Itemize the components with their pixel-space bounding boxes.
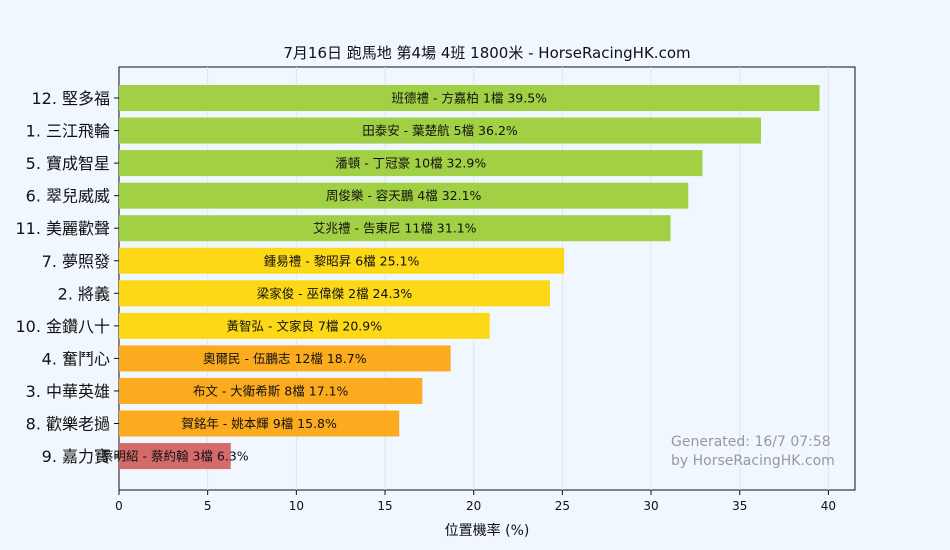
bar-data-label: 田泰安 - 葉楚航 5檔 36.2% <box>362 123 518 138</box>
x-tick-label: 30 <box>643 499 658 513</box>
bar-data-label: 蔡明紹 - 蔡約翰 3檔 6.3% <box>101 449 249 464</box>
x-axis-ticks: 0 5 10 15 20 25 30 35 40 <box>115 490 836 513</box>
x-tick-label: 20 <box>466 499 481 513</box>
bar-data-label: 賀銘年 - 姚本輝 9檔 15.8% <box>181 416 337 431</box>
bar-labels: 班德禮 - 方嘉柏 1檔 39.5% 田泰安 - 葉楚航 5檔 36.2% 潘頓 -… <box>101 91 547 464</box>
watermark-line-2: by HorseRacingHK.com <box>671 453 835 469</box>
bar-data-label: 班德禮 - 方嘉柏 1檔 39.5% <box>391 91 547 106</box>
bar-data-label: 布文 - 大衛希斯 8檔 17.1% <box>193 383 349 398</box>
bar-data-label: 潘頓 - 丁冠豪 10檔 32.9% <box>335 156 486 171</box>
bar <box>119 182 689 209</box>
bar-data-label: 黃智弘 - 文家良 7檔 20.9% <box>227 318 383 333</box>
bars <box>119 85 820 470</box>
y-tick-label: 2. 將義 <box>58 284 110 303</box>
x-tick-label: 15 <box>377 499 392 513</box>
y-tick-label: 6. 翠兒威威 <box>26 187 110 206</box>
x-tick-label: 10 <box>289 499 304 513</box>
bar <box>119 85 820 111</box>
bar <box>119 410 400 437</box>
watermark-line-1: Generated: 16/7 07:58 <box>671 434 831 450</box>
x-tick-label: 25 <box>555 499 570 513</box>
y-tick-label: 12. 堅多福 <box>31 89 110 108</box>
bar <box>119 247 565 274</box>
chart-title: 7月16日 跑馬地 第4場 4班 1800米 - HorseRacingHK.c… <box>283 44 690 62</box>
y-axis-labels: 12. 堅多福 1. 三江飛輪 5. 寶成智星 6. 翠兒威威 11. 美麗歡聲 7. 夢… <box>15 89 119 466</box>
bar <box>119 215 671 242</box>
y-tick-label: 7. 夢照發 <box>42 252 110 271</box>
x-tick-label: 5 <box>204 499 212 513</box>
bar-data-label: 奧爾民 - 伍鵬志 12檔 18.7% <box>203 351 367 366</box>
bar <box>119 280 550 307</box>
y-tick-label: 8. 歡樂老撾 <box>26 415 110 434</box>
x-tick-label: 0 <box>115 499 123 513</box>
y-tick-label: 11. 美麗歡聲 <box>15 219 110 238</box>
x-tick-label: 40 <box>821 499 836 513</box>
bar-data-label: 艾兆禮 - 告東尼 11檔 31.1% <box>313 221 477 236</box>
bar <box>119 377 423 404</box>
y-tick-label: 10. 金鑽八十 <box>15 317 110 336</box>
y-tick-label: 5. 寶成智星 <box>26 154 110 173</box>
y-tick-label: 9. 嘉力寶 <box>42 447 110 466</box>
bar-data-label: 梁家俊 - 巫偉傑 2檔 24.3% <box>257 286 413 301</box>
bar <box>119 150 703 177</box>
x-axis-label: 位置機率 (%) <box>445 522 530 539</box>
bar <box>119 117 762 144</box>
bar <box>119 345 451 372</box>
x-tick-label: 35 <box>732 499 747 513</box>
bar-data-label: 周俊樂 - 容天鵬 4檔 32.1% <box>326 188 482 203</box>
y-tick-label: 4. 奮鬥心 <box>42 349 110 368</box>
y-tick-label: 1. 三江飛輪 <box>26 122 110 141</box>
bar <box>119 443 231 470</box>
bar <box>119 312 490 339</box>
y-tick-label: 3. 中華英雄 <box>26 382 110 401</box>
bar-data-label: 鍾易禮 - 黎昭昇 6檔 25.1% <box>264 253 420 268</box>
